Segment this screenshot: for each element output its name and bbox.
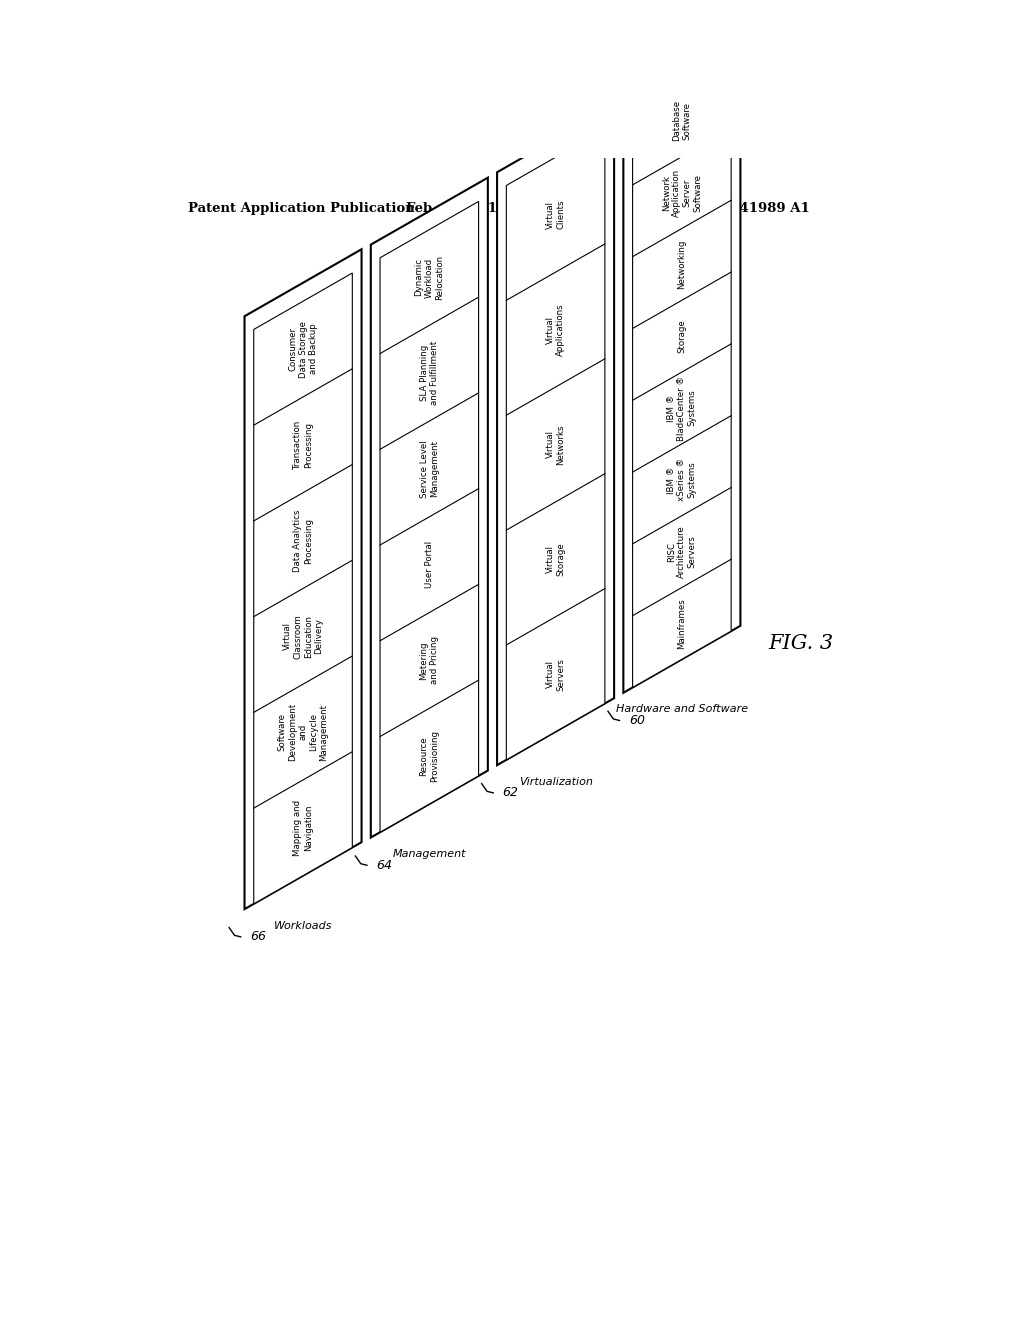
Polygon shape	[506, 129, 605, 760]
Text: 64: 64	[376, 859, 392, 871]
Text: Metering
and Pricing: Metering and Pricing	[420, 636, 439, 685]
Text: SLA Planning
and Fulfillment: SLA Planning and Fulfillment	[420, 341, 439, 405]
Text: 60: 60	[629, 714, 645, 727]
Text: Virtual
Applications: Virtual Applications	[546, 304, 565, 356]
Text: Virtual
Storage: Virtual Storage	[546, 543, 565, 577]
Text: Management: Management	[392, 849, 466, 859]
Polygon shape	[497, 106, 614, 766]
Text: Software
Development
and
Lifecycle
Management: Software Development and Lifecycle Manag…	[278, 704, 329, 762]
Text: Network
Application
Server
Software: Network Application Server Software	[662, 169, 702, 216]
Text: Networking: Networking	[678, 240, 686, 289]
Text: Mainframes: Mainframes	[678, 598, 686, 648]
Text: US 2013/0041989 A1: US 2013/0041989 A1	[654, 202, 810, 215]
Polygon shape	[245, 249, 361, 909]
Text: 62: 62	[503, 787, 518, 800]
Text: Storage: Storage	[678, 319, 686, 352]
Text: Resource
Provisioning: Resource Provisioning	[420, 730, 439, 783]
Text: Mapping and
Navigation: Mapping and Navigation	[293, 800, 312, 855]
Polygon shape	[633, 57, 731, 688]
Text: IBM ®
BladeCenter ®
Systems: IBM ® BladeCenter ® Systems	[667, 375, 696, 441]
Text: Database
Software: Database Software	[672, 100, 691, 141]
Text: 66: 66	[250, 931, 266, 944]
Text: Virtual
Servers: Virtual Servers	[546, 657, 565, 690]
Text: Data Analytics
Processing: Data Analytics Processing	[293, 510, 312, 572]
Text: Virtual
Networks: Virtual Networks	[546, 424, 565, 465]
Text: Consumer
Data Storage
and Backup: Consumer Data Storage and Backup	[288, 321, 317, 378]
Polygon shape	[380, 202, 478, 832]
Text: Workloads: Workloads	[273, 921, 333, 931]
Polygon shape	[254, 273, 352, 904]
Text: FIG. 3: FIG. 3	[768, 634, 833, 653]
Text: Dynamic
Workload
Relocation: Dynamic Workload Relocation	[415, 255, 444, 300]
Text: Service Level
Management: Service Level Management	[420, 440, 439, 498]
Text: Virtualization: Virtualization	[519, 776, 593, 787]
Text: RISC
Architecture
Servers: RISC Architecture Servers	[667, 525, 696, 578]
Text: Transaction
Processing: Transaction Processing	[293, 420, 312, 470]
Text: User Portal: User Portal	[425, 541, 434, 589]
Text: Patent Application Publication: Patent Application Publication	[188, 202, 415, 215]
Text: Feb. 14, 2013  Sheet 3 of 5: Feb. 14, 2013 Sheet 3 of 5	[407, 202, 604, 215]
Text: Virtual
Clients: Virtual Clients	[546, 199, 565, 230]
Polygon shape	[624, 33, 740, 693]
Text: Hardware and Software: Hardware and Software	[615, 705, 748, 714]
Polygon shape	[371, 178, 487, 838]
Text: IBM ®
xSeries ®
Systems: IBM ® xSeries ® Systems	[667, 458, 696, 502]
Text: Virtual
Classroom
Education
Delivery: Virtual Classroom Education Delivery	[283, 614, 324, 659]
